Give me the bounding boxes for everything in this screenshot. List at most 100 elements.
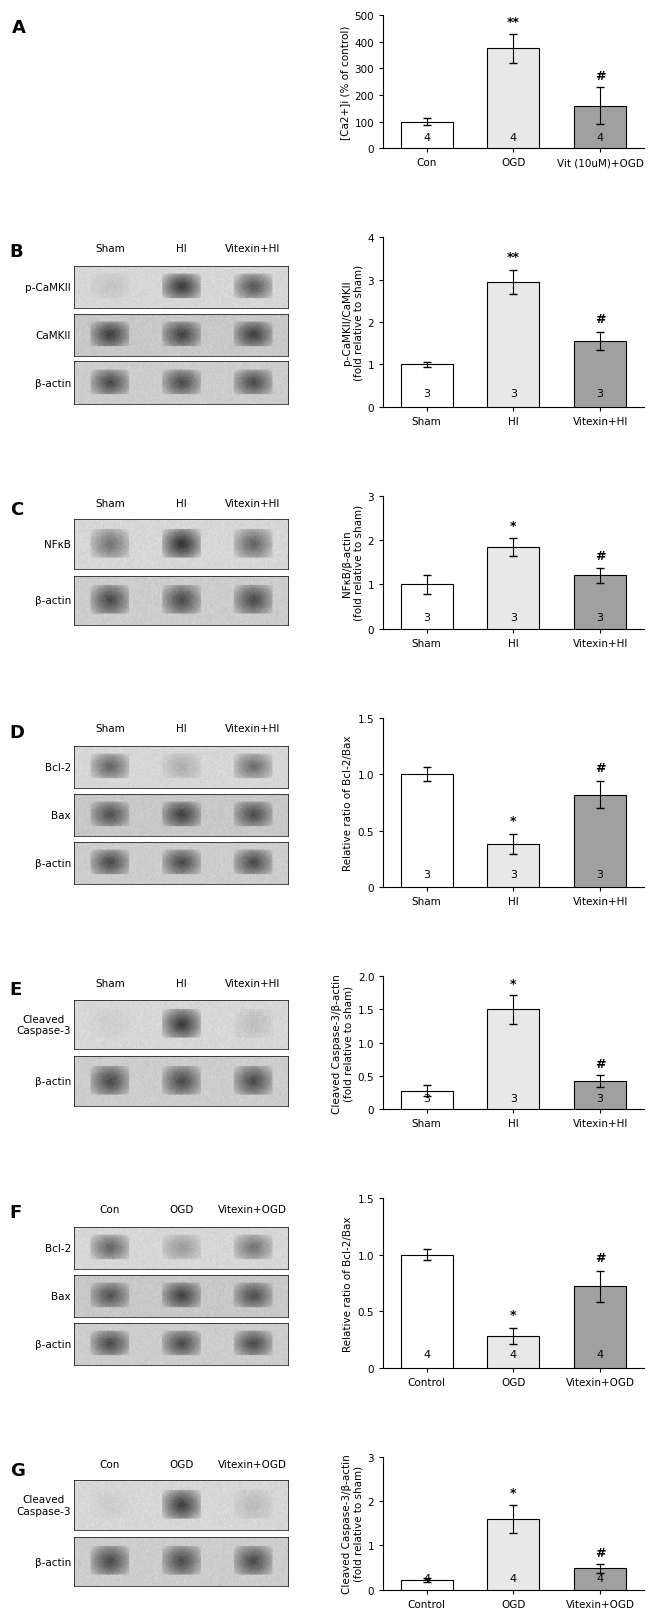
Y-axis label: Relative ratio of Bcl-2/Bax: Relative ratio of Bcl-2/Bax bbox=[343, 1215, 354, 1351]
Text: #: # bbox=[595, 1057, 605, 1070]
Text: β-actin: β-actin bbox=[34, 859, 71, 868]
Bar bbox=[400, 365, 452, 407]
Text: B: B bbox=[10, 244, 23, 261]
Text: 3: 3 bbox=[423, 1093, 430, 1102]
Text: #: # bbox=[595, 313, 605, 326]
Text: A: A bbox=[12, 19, 26, 37]
Text: #: # bbox=[595, 69, 605, 82]
Bar bbox=[400, 775, 452, 888]
Bar bbox=[574, 576, 626, 629]
Bar bbox=[574, 342, 626, 407]
Text: CaMKII: CaMKII bbox=[36, 331, 71, 341]
Text: 3: 3 bbox=[423, 868, 430, 880]
Text: 4: 4 bbox=[510, 132, 517, 142]
Text: #: # bbox=[595, 762, 605, 775]
Bar bbox=[400, 1091, 452, 1109]
Text: 4: 4 bbox=[510, 1574, 517, 1583]
Bar bbox=[488, 1010, 540, 1109]
Text: *: * bbox=[510, 976, 517, 989]
Text: F: F bbox=[10, 1204, 22, 1222]
Text: HI: HI bbox=[176, 244, 187, 253]
Text: E: E bbox=[10, 981, 22, 999]
Text: Cleaved
Caspase-3: Cleaved Caspase-3 bbox=[16, 1495, 71, 1516]
Text: 3: 3 bbox=[510, 1093, 517, 1102]
Text: 4: 4 bbox=[423, 132, 430, 142]
Y-axis label: Relative ratio of Bcl-2/Bax: Relative ratio of Bcl-2/Bax bbox=[343, 736, 354, 870]
Text: #: # bbox=[595, 550, 605, 563]
Text: Bax: Bax bbox=[51, 810, 71, 820]
Bar bbox=[400, 584, 452, 629]
Y-axis label: Cleaved Caspase-3/β-actin
(fold relative to sham): Cleaved Caspase-3/β-actin (fold relative… bbox=[342, 1454, 363, 1593]
Bar bbox=[574, 1081, 626, 1109]
Text: HI: HI bbox=[176, 499, 187, 508]
Text: *: * bbox=[510, 815, 517, 828]
Y-axis label: [Ca2+]i (% of control): [Ca2+]i (% of control) bbox=[341, 26, 350, 140]
Text: Bcl-2: Bcl-2 bbox=[45, 763, 71, 773]
Text: 3: 3 bbox=[597, 868, 604, 880]
Text: OGD: OGD bbox=[169, 1459, 194, 1469]
Text: 4: 4 bbox=[510, 1349, 517, 1359]
Text: D: D bbox=[10, 723, 25, 741]
Bar bbox=[488, 1519, 540, 1590]
Text: 3: 3 bbox=[510, 389, 517, 399]
Text: OGD: OGD bbox=[169, 1204, 194, 1214]
Text: *: * bbox=[510, 1309, 517, 1322]
Y-axis label: p-CaMKII/CaMKII
(fold relative to sham): p-CaMKII/CaMKII (fold relative to sham) bbox=[342, 265, 363, 381]
Bar bbox=[400, 123, 452, 148]
Text: Vitexin+HI: Vitexin+HI bbox=[225, 723, 280, 734]
Text: Sham: Sham bbox=[95, 244, 125, 253]
Bar bbox=[574, 1286, 626, 1367]
Text: 3: 3 bbox=[423, 389, 430, 399]
Y-axis label: NFκB/β-actin
(fold relative to sham): NFκB/β-actin (fold relative to sham) bbox=[342, 505, 363, 621]
Text: Bcl-2: Bcl-2 bbox=[45, 1243, 71, 1252]
Text: β-actin: β-actin bbox=[34, 1340, 71, 1349]
Text: 3: 3 bbox=[423, 613, 430, 623]
Text: *: * bbox=[510, 1486, 517, 1499]
Text: 3: 3 bbox=[510, 868, 517, 880]
Text: Sham: Sham bbox=[95, 723, 125, 734]
Bar bbox=[488, 50, 540, 148]
Text: C: C bbox=[10, 500, 23, 518]
Text: β-actin: β-actin bbox=[34, 1077, 71, 1086]
Text: β-actin: β-actin bbox=[34, 1556, 71, 1567]
Text: HI: HI bbox=[176, 978, 187, 989]
Text: β-actin: β-actin bbox=[34, 596, 71, 605]
Text: Vitexin+HI: Vitexin+HI bbox=[225, 978, 280, 989]
Text: Sham: Sham bbox=[95, 978, 125, 989]
Text: Sham: Sham bbox=[95, 499, 125, 508]
Bar bbox=[400, 1256, 452, 1367]
Text: Vitexin+HI: Vitexin+HI bbox=[225, 244, 280, 253]
Bar bbox=[488, 1336, 540, 1367]
Text: **: ** bbox=[507, 16, 520, 29]
Bar bbox=[400, 1580, 452, 1590]
Text: 3: 3 bbox=[597, 613, 604, 623]
Bar bbox=[488, 844, 540, 888]
Text: 3: 3 bbox=[597, 1093, 604, 1102]
Bar bbox=[488, 282, 540, 407]
Text: Bax: Bax bbox=[51, 1291, 71, 1301]
Text: Con: Con bbox=[99, 1459, 120, 1469]
Text: 4: 4 bbox=[423, 1349, 430, 1359]
Text: 3: 3 bbox=[510, 613, 517, 623]
Text: Con: Con bbox=[99, 1204, 120, 1214]
Text: *: * bbox=[510, 520, 517, 533]
Text: 4: 4 bbox=[597, 132, 604, 142]
Text: #: # bbox=[595, 1251, 605, 1264]
Text: Vitexin+OGD: Vitexin+OGD bbox=[218, 1204, 287, 1214]
Text: NFκB: NFκB bbox=[44, 539, 71, 549]
Text: 4: 4 bbox=[423, 1574, 430, 1583]
Bar bbox=[574, 1569, 626, 1590]
Text: 3: 3 bbox=[597, 389, 604, 399]
Text: p-CaMKII: p-CaMKII bbox=[25, 282, 71, 292]
Text: 4: 4 bbox=[597, 1349, 604, 1359]
Bar bbox=[574, 796, 626, 888]
Text: **: ** bbox=[507, 250, 520, 265]
Text: Cleaved
Caspase-3: Cleaved Caspase-3 bbox=[16, 1014, 71, 1036]
Text: HI: HI bbox=[176, 723, 187, 734]
Bar bbox=[488, 547, 540, 629]
Text: Vitexin+OGD: Vitexin+OGD bbox=[218, 1459, 287, 1469]
Y-axis label: Cleaved Caspase-3/β-actin
(fold relative to sham): Cleaved Caspase-3/β-actin (fold relative… bbox=[332, 973, 354, 1114]
Text: G: G bbox=[10, 1461, 25, 1478]
Text: Vitexin+HI: Vitexin+HI bbox=[225, 499, 280, 508]
Text: #: # bbox=[595, 1546, 605, 1559]
